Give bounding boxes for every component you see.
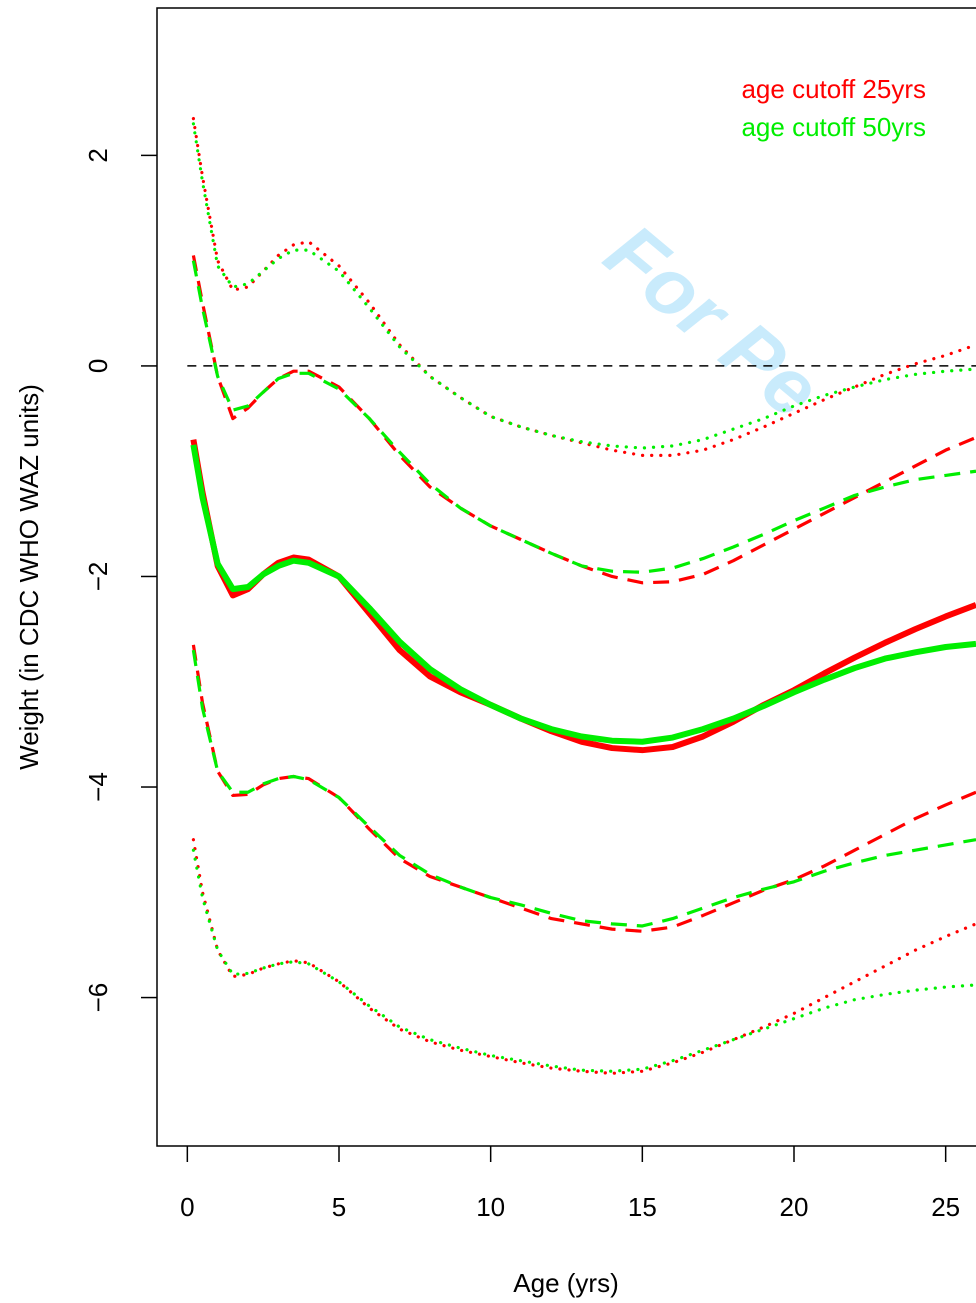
x-tick-label: 5 (332, 1192, 346, 1222)
plot-frame (156, 7, 976, 1147)
y-tick-label: 2 (83, 148, 113, 162)
y-tick-label: −4 (83, 772, 113, 802)
line-dashed (191, 255, 976, 585)
line-dotted (191, 122, 976, 450)
watermark: For Pe (589, 207, 837, 435)
line-dashed (191, 644, 976, 933)
x-tick-label: 20 (780, 1192, 809, 1222)
y-axis-label: Weight (in CDC WHO WAZ units) (14, 384, 44, 770)
x-tick-label: 25 (931, 1192, 960, 1222)
y-tick-label: −2 (83, 562, 113, 592)
y-tick-label: −6 (83, 983, 113, 1013)
x-axis-label: Age (yrs) (513, 1268, 618, 1298)
legend-entry: age cutoff 25yrs (741, 74, 926, 104)
x-tick-label: 10 (476, 1192, 505, 1222)
line-dotted (191, 116, 976, 458)
line-solid (190, 439, 976, 754)
y-tick-label: 0 (83, 359, 113, 373)
x-tick-label: 15 (628, 1192, 657, 1222)
line-dashed (191, 649, 976, 928)
legend-entry: age cutoff 50yrs (741, 112, 926, 142)
line-dotted (191, 838, 976, 1075)
x-tick-label: 0 (180, 1192, 194, 1222)
line-dotted (191, 848, 976, 1073)
plot-area (187, 116, 976, 1075)
line-solid (190, 444, 976, 745)
line-dashed (191, 260, 976, 574)
